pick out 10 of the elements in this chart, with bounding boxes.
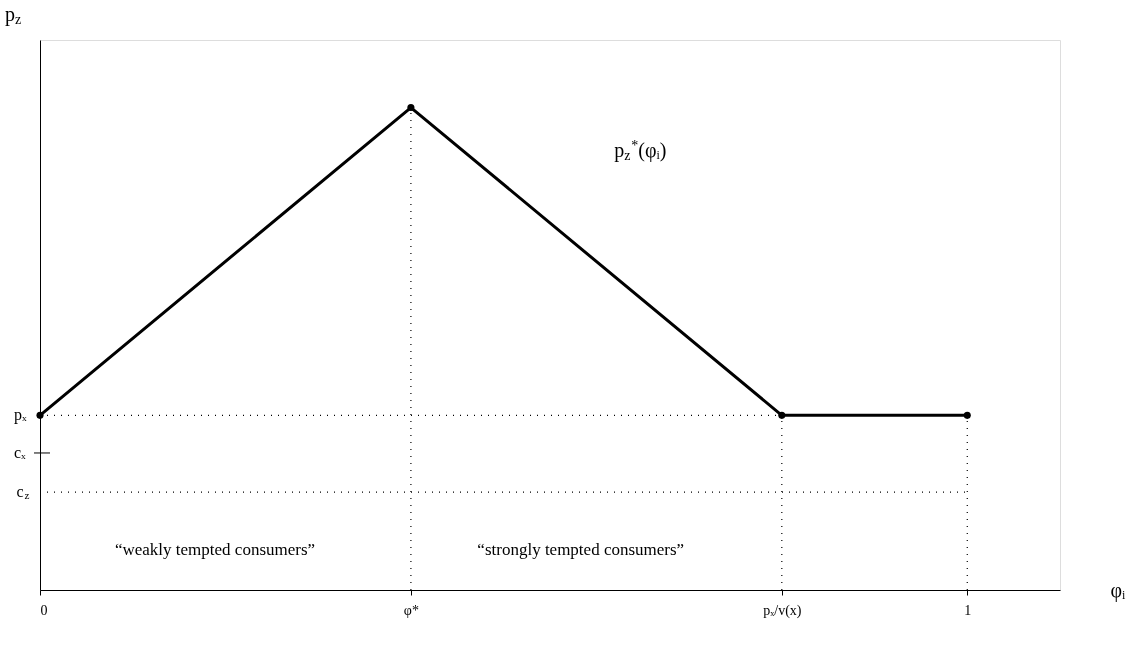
x-tick-label: 1 <box>964 602 972 618</box>
ref-line-label: cₓ <box>14 443 27 461</box>
x-tick-label: pₓ/v(x) <box>763 602 802 619</box>
x-axis-title: φᵢ <box>1110 578 1127 602</box>
ref-line-label: pₓ <box>14 406 27 425</box>
annotation: “weakly tempted consumers” <box>114 540 316 559</box>
annotation: “strongly tempted consumers” <box>477 540 685 559</box>
text: *(φᵢ) <box>631 138 667 162</box>
x-tick-label: φ* <box>403 602 419 618</box>
x-tick-label: 0 <box>40 602 48 618</box>
